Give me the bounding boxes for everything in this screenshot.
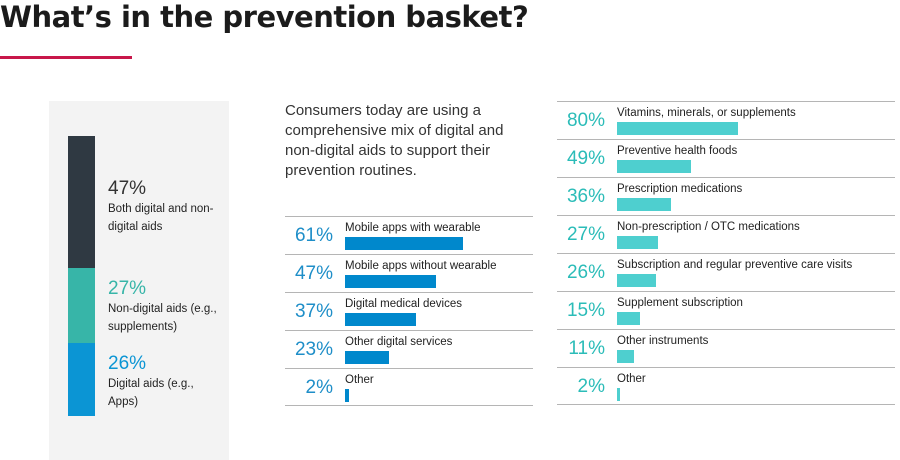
bar-value-label: 26% — [566, 262, 605, 283]
bar-row: 23% Other digital services — [285, 330, 533, 368]
bar-category-label: Digital medical devices — [345, 298, 462, 310]
bar-value-label: 37% — [294, 301, 333, 322]
bar-category-label: Non-prescription / OTC medications — [617, 221, 800, 233]
stack-value-label: 47% — [108, 178, 147, 199]
bar-value-label: 23% — [294, 339, 333, 360]
bar — [617, 236, 658, 249]
title-accent-rule — [0, 56, 132, 59]
stack-value-label: 26% — [108, 353, 147, 375]
bar — [617, 350, 634, 363]
bar-category-label: Prescription medications — [617, 183, 743, 195]
bar — [345, 313, 417, 326]
bar-row: 2% Other — [285, 368, 533, 406]
bar-category-label: Mobile apps with wearable — [345, 222, 481, 234]
bar — [617, 198, 672, 211]
bar-value-label: 80% — [566, 110, 605, 131]
bar-value-label: 61% — [294, 225, 333, 246]
bar-row: 37% Digital medical devices — [285, 292, 533, 330]
bar — [345, 351, 390, 364]
bar-value-label: 15% — [566, 300, 605, 321]
bar-value-label: 47% — [294, 263, 333, 284]
bar-category-label: Other digital services — [345, 336, 453, 348]
bar-value-label: 2% — [577, 376, 605, 397]
bar-category-label: Mobile apps without wearable — [345, 260, 497, 272]
bar-value-label: 36% — [566, 186, 605, 207]
page-title: What’s in the prevention basket? — [0, 0, 529, 34]
bar-row: 2% Other — [557, 367, 895, 405]
bar-category-label: Other — [617, 373, 646, 385]
bar-row: 11% Other instruments — [557, 329, 895, 367]
stack-category-label: Digital aids (e.g., Apps) — [108, 378, 194, 409]
bar-row: 15% Supplement subscription — [557, 291, 895, 329]
bar — [345, 237, 463, 250]
bar-row: 47% Mobile apps without wearable — [285, 254, 533, 292]
bar-value-label: 27% — [566, 224, 605, 245]
stack-segment — [68, 267, 95, 344]
bar — [617, 122, 738, 135]
bar-category-label: Preventive health foods — [617, 145, 738, 157]
bar-category-label: Other instruments — [617, 335, 709, 347]
bar-category-label: Supplement subscription — [617, 297, 743, 309]
bar-value-label: 49% — [566, 148, 605, 169]
stack-value-label: 27% — [108, 277, 147, 299]
stack-segment — [68, 136, 95, 268]
bar — [617, 388, 621, 401]
bar-row: 49% Preventive health foods — [557, 139, 895, 177]
bar-row: 26% Subscription and regular preventive c… — [557, 253, 895, 291]
bar-category-label: Other — [345, 374, 374, 386]
bar-row: 61% Mobile apps with wearable — [285, 216, 533, 254]
stack-category-label: Both digital and non-digital aids — [108, 203, 214, 233]
bar — [345, 389, 349, 402]
stack-category-label: Non-digital aids (e.g., supplements) — [108, 302, 217, 333]
bar-category-label: Subscription and regular preventive care… — [617, 259, 853, 271]
bar-value-label: 11% — [568, 338, 605, 359]
bar-category-label: Vitamins, minerals, or supplements — [617, 107, 796, 119]
bar-value-label: 2% — [305, 377, 333, 398]
bar — [617, 274, 657, 287]
bar-row: 80% Vitamins, minerals, or supplements — [557, 101, 895, 139]
bar-row: 36% Prescription medications — [557, 177, 895, 215]
intro-text: Consumers today are using a comprehensiv… — [285, 102, 504, 179]
bar-row: 27% Non-prescription / OTC medications — [557, 215, 895, 253]
stack-segment — [68, 343, 95, 416]
bar — [617, 160, 691, 173]
bar — [617, 312, 640, 325]
bar — [345, 275, 436, 288]
